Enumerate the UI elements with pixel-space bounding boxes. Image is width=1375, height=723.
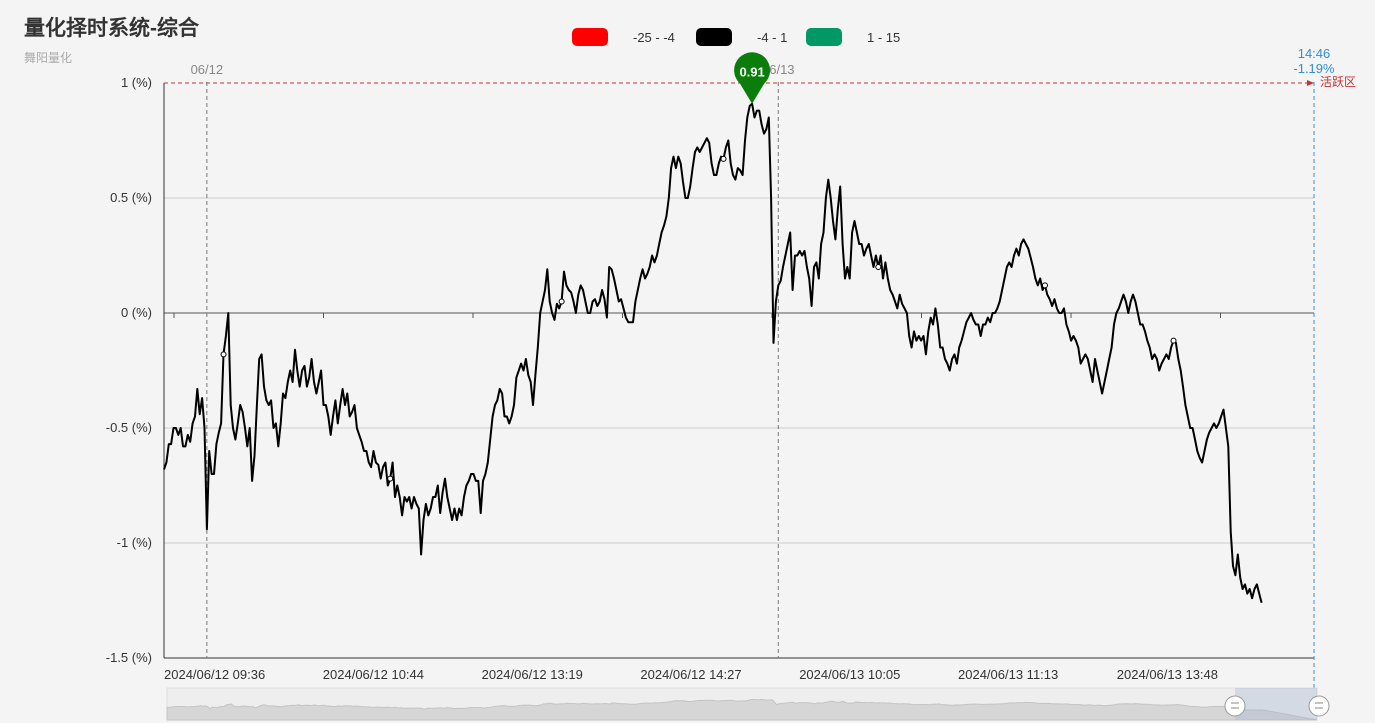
series-line[interactable] [163,102,1263,604]
x-tick-label: 2024/06/13 11:13 [958,667,1058,682]
legend-item-black[interactable]: -4 - 1 [696,28,787,46]
datazoom-handle-right[interactable] [1308,695,1330,717]
x-tick-label: 2024/06/12 09:36 [164,667,265,682]
markline-arrow [1307,80,1314,86]
legend-swatch-red [572,28,608,46]
legend-swatch-black [696,28,732,46]
data-point[interactable] [558,298,565,305]
legend-item-green[interactable]: 1 - 15 [806,28,900,46]
data-point[interactable] [220,351,227,358]
day-label: 06/13 [762,62,795,77]
y-tick-label: -1 (%) [117,535,152,550]
legend-item-red[interactable]: -25 - -4 [572,28,675,46]
legend-label: 1 - 15 [867,29,901,45]
x-tick-label: 2024/06/12 14:27 [640,667,741,682]
last-pin-label: -1.26 [1299,0,1329,3]
data-point[interactable] [1041,282,1048,289]
x-tick-label: 2024/06/12 10:44 [323,667,424,682]
legend-label: -25 - -4 [633,29,675,45]
y-tick-label: 0.5 (%) [110,190,152,205]
max-pin-label: 0.91 [739,65,764,80]
y-tick-label: 0 (%) [121,305,152,320]
y-tick-label: -0.5 (%) [106,420,152,435]
datazoom-sparkline [166,699,1318,721]
x-tick-label: 2024/06/13 13:48 [1117,667,1218,682]
datazoom-selection[interactable] [1235,688,1317,720]
legend-swatch-green [806,28,842,46]
data-point[interactable] [387,475,394,482]
y-tick-label: 1 (%) [121,75,152,90]
chart-subtitle: 舞阳量化 [24,51,73,65]
x-tick-label: 2024/06/13 10:05 [799,667,900,682]
cursor-time: 14:46 [1298,46,1331,61]
data-point[interactable] [875,264,882,270]
legend-label: -4 - 1 [757,29,788,45]
day-label: 06/12 [191,62,224,77]
data-point[interactable] [720,155,727,162]
y-tick-label: -1.5 (%) [106,650,152,665]
x-tick-label: 2024/06/12 13:19 [482,667,583,682]
max-pin[interactable] [734,52,771,104]
chart-title: 量化择时系统-综合 [24,17,199,40]
data-point[interactable] [1170,337,1177,344]
active-zone-label: 活跃区 [1320,75,1356,89]
datazoom-handle-left[interactable] [1224,695,1246,717]
cursor-value: -1.19% [1293,61,1335,76]
